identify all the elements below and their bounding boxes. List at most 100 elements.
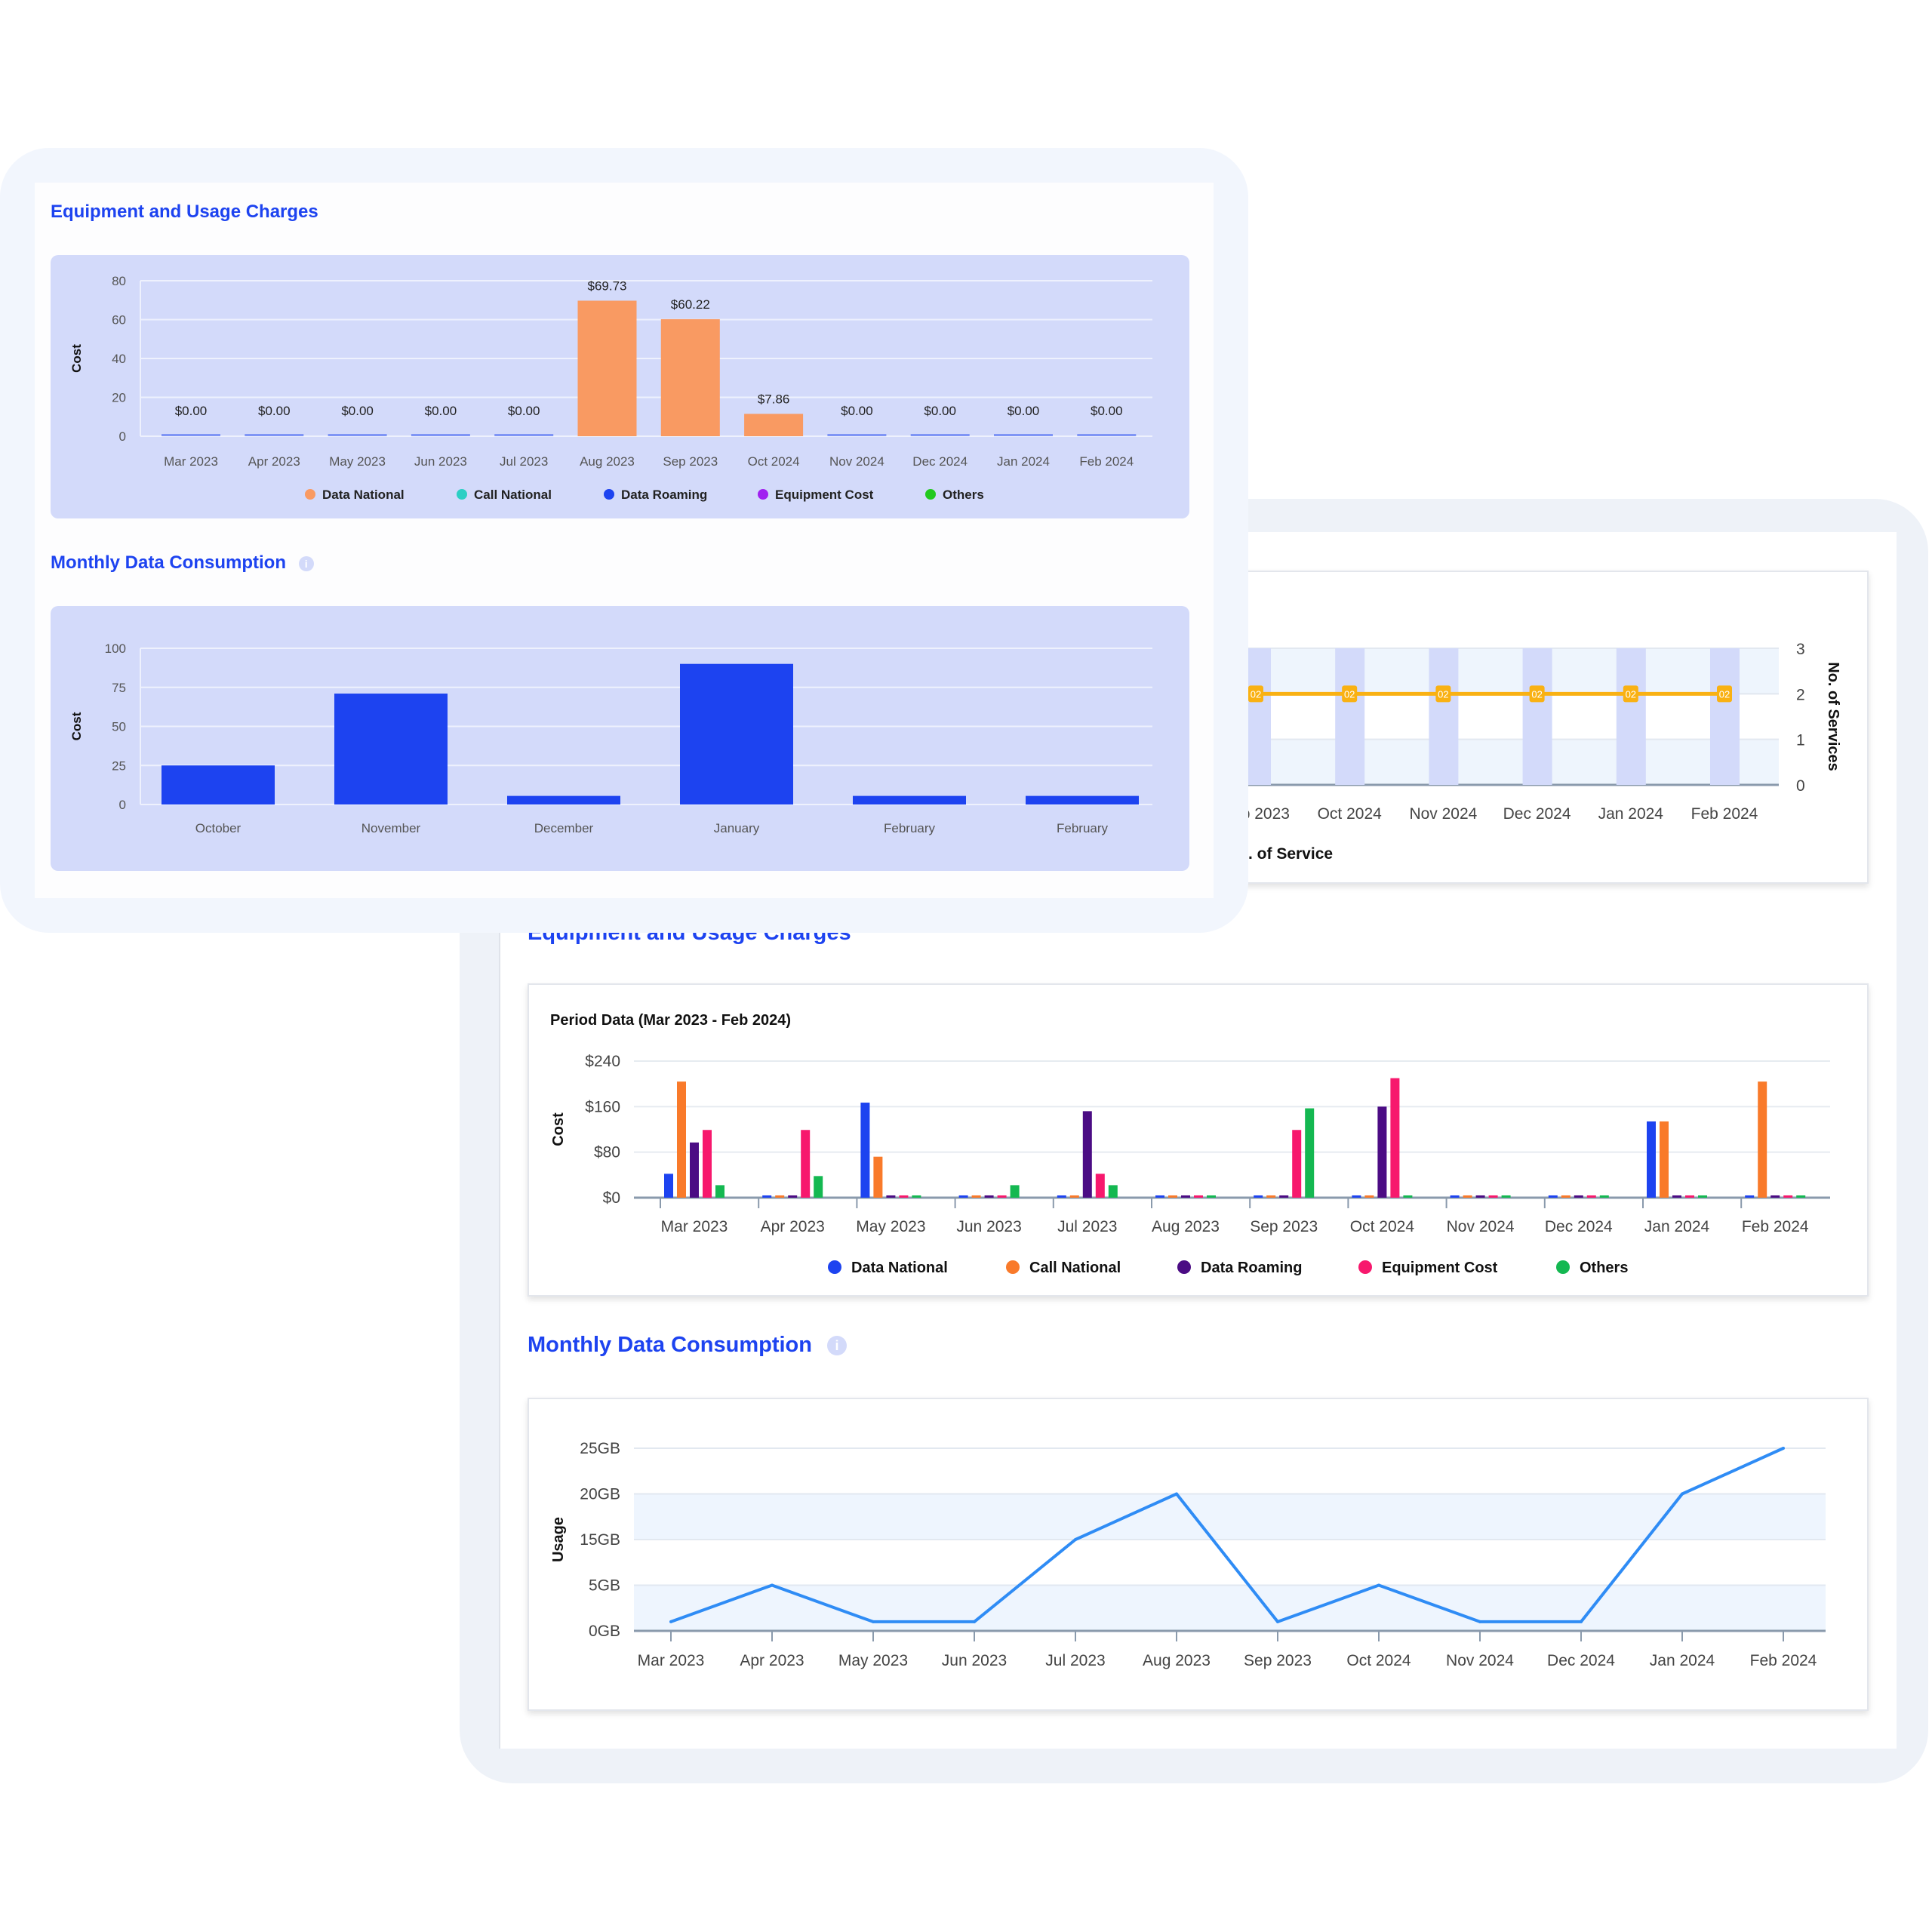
data-point [1478,1620,1481,1623]
bar-call-national [1463,1195,1472,1198]
legend-marker-others [1556,1260,1570,1274]
x-tick-label: Jan 2024 [1598,805,1664,823]
x-tick-label: February [884,821,936,835]
front-charges-chart: 0 20 40 60 80 Cost $0.00 Mar 2023 $0.00 Apr 2023 $… [69,274,1152,502]
bar [853,795,966,804]
bar-data-national [1057,1195,1066,1198]
usage-chart-panel: 0GB 5GB 15GB 20GB 25GB Usage Mar 2023 Apr 2023 M… [528,1398,1869,1711]
info-icon[interactable]: i [827,1336,848,1356]
bar-others [1305,1108,1315,1198]
bar-call-national [1561,1195,1571,1198]
x-tick-label: Jun 2023 [956,1218,1021,1235]
bar-equipment-cost [899,1195,909,1198]
x-tick-label: Apr 2023 [248,454,300,469]
bar-data-national [1450,1195,1460,1198]
front-charges-title: Equipment and Usage Charges [51,202,318,222]
bar-data-roaming [1082,1111,1092,1198]
bar-equipment-cost [997,1195,1007,1198]
y-axis-label: Usage [550,1517,567,1562]
back-consumption-title-text: Monthly Data Consumption [528,1333,812,1357]
bar-data-national [1548,1195,1558,1198]
bar-equipment-cost [1194,1195,1203,1198]
y-tick-label: $160 [585,1098,620,1115]
x-tick-label: Jul 2023 [1045,1652,1105,1669]
x-tick-label: Feb 2024 [1079,454,1134,469]
bar-others [1403,1195,1413,1198]
y-tick-label: 2 [1796,686,1805,703]
x-tick-label: Feb 2024 [1691,805,1758,823]
data-label: $0.00 [341,404,374,418]
data-label: $0.00 [1008,404,1040,418]
legend-marker-call-national [457,489,467,500]
x-tick-label: Sep 2023 [1250,1218,1318,1235]
bar-others [715,1185,724,1198]
data-label: 02 [1251,688,1261,700]
bar-data-roaming [1574,1195,1583,1198]
back-consumption-title: Monthly Data Consumption i [528,1333,848,1358]
bar [162,765,275,804]
legend-label: Data National [851,1260,948,1276]
x-tick-label: January [714,821,760,835]
x-tick-label: Dec 2024 [1503,805,1571,823]
x-tick-label: Jan 2024 [1644,1218,1710,1235]
data-point [1681,1492,1684,1496]
bar-equipment-cost [1292,1130,1302,1198]
x-tick-label: Nov 2024 [829,454,884,469]
x-tick-label: Mar 2023 [164,454,218,469]
x-tick-label: Dec 2024 [1545,1218,1613,1235]
y-tick-label: 100 [105,641,126,656]
y-axis-label: No. of Services [1825,662,1841,771]
y-tick-label: 0 [119,429,126,444]
x-tick-label: Jul 2023 [500,454,548,469]
bar-equipment-cost [1685,1195,1694,1198]
info-icon[interactable]: i [298,555,314,571]
y-tick-label: 75 [112,681,126,695]
point-marker [1342,685,1358,703]
legend-label: Data Roaming [621,488,707,502]
bar-call-national [1758,1081,1767,1198]
bar [994,434,1053,436]
x-tick-label: Jun 2023 [414,454,467,469]
front-consumption-chart: 0 25 50 75 100 Cost October November December Jan… [69,641,1152,835]
bar [744,414,804,436]
bar-others [1010,1185,1020,1198]
x-tick-label: Mar 2023 [638,1652,705,1669]
y-tick-label: 50 [112,720,126,734]
y-axis-label: Cost [550,1112,567,1146]
y-tick-label: 80 [112,274,126,288]
point-marker [1248,685,1263,703]
x-tick-label: Dec 2024 [912,454,968,469]
bar [660,318,720,436]
bar [328,434,387,436]
x-tick-label: Feb 2024 [1750,1652,1817,1669]
bar-data-roaming [1672,1195,1681,1198]
bar-call-national [1069,1195,1079,1198]
y-tick-label: 3 [1796,641,1805,658]
data-label: $0.00 [841,404,873,418]
period-chart-panel: Period Data (Mar 2023 - Feb 2024) $0 $80 $1… [528,983,1869,1297]
bar-data-national [1745,1195,1755,1198]
x-tick-label: Apr 2023 [761,1218,825,1235]
data-label: $7.86 [758,392,790,406]
period-chart: Period Data (Mar 2023 - Feb 2024) $0 $80 $1… [550,1012,1830,1276]
bar-data-national [1352,1195,1361,1198]
x-tick-label: Apr 2023 [740,1652,804,1669]
bar-data-national [958,1195,968,1198]
legend-label: Equipment Cost [1382,1260,1498,1276]
bar-call-national [971,1195,981,1198]
bar [411,434,470,436]
point-marker [1435,685,1451,703]
legend-marker-data-national [305,489,315,500]
bar-data-national [1647,1121,1656,1198]
legend-marker-others [925,489,936,500]
x-tick-label: Nov 2024 [1409,805,1477,823]
legend-marker-call-national [1006,1260,1020,1274]
data-label: 02 [1531,688,1542,700]
bar-others [1501,1195,1511,1198]
bar-equipment-cost [1586,1195,1596,1198]
y-tick-label: 0 [119,798,126,812]
data-label: 02 [1626,688,1636,700]
data-label: $0.00 [924,404,956,418]
y-tick-label: 20GB [580,1486,620,1503]
legend-label: Equipment Cost [775,488,874,502]
